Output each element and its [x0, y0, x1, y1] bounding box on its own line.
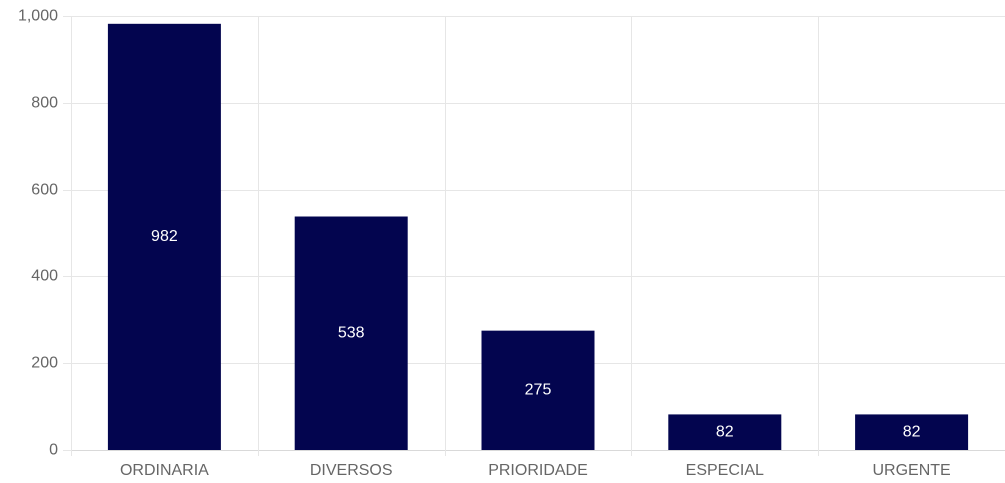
y-tick-label: 600: [31, 182, 58, 199]
bars: [107, 23, 969, 450]
data-labels: 982 538 275 82 82: [151, 228, 921, 440]
data-label: 82: [716, 423, 734, 440]
x-tick-label: PRIORIDADE: [488, 462, 588, 479]
grid: [63, 16, 1005, 456]
y-tick-label: 200: [31, 355, 58, 372]
bar-diversos[interactable]: [294, 216, 408, 450]
data-label: 82: [903, 423, 921, 440]
y-tick-label: 800: [31, 95, 58, 112]
x-tick-label: URGENTE: [872, 462, 950, 479]
bar-especial[interactable]: [668, 414, 782, 450]
x-tick-label: ESPECIAL: [686, 462, 764, 479]
y-tick-label: 1,000: [18, 8, 58, 25]
bar-ordinaria[interactable]: [107, 23, 221, 450]
y-tick-label: 400: [31, 268, 58, 285]
bar-urgente[interactable]: [855, 414, 969, 450]
y-axis: 0 200 400 600 800 1,000: [18, 8, 58, 459]
data-label: 275: [525, 382, 552, 399]
x-tick-label: DIVERSOS: [310, 462, 393, 479]
data-label: 982: [151, 228, 178, 245]
x-tick-label: ORDINARIA: [120, 462, 209, 479]
x-axis: ORDINARIA DIVERSOS PRIORIDADE ESPECIAL URGEN…: [120, 462, 951, 479]
bar-prioridade[interactable]: [481, 330, 595, 450]
data-label: 538: [338, 324, 365, 341]
y-tick-label: 0: [49, 442, 58, 459]
